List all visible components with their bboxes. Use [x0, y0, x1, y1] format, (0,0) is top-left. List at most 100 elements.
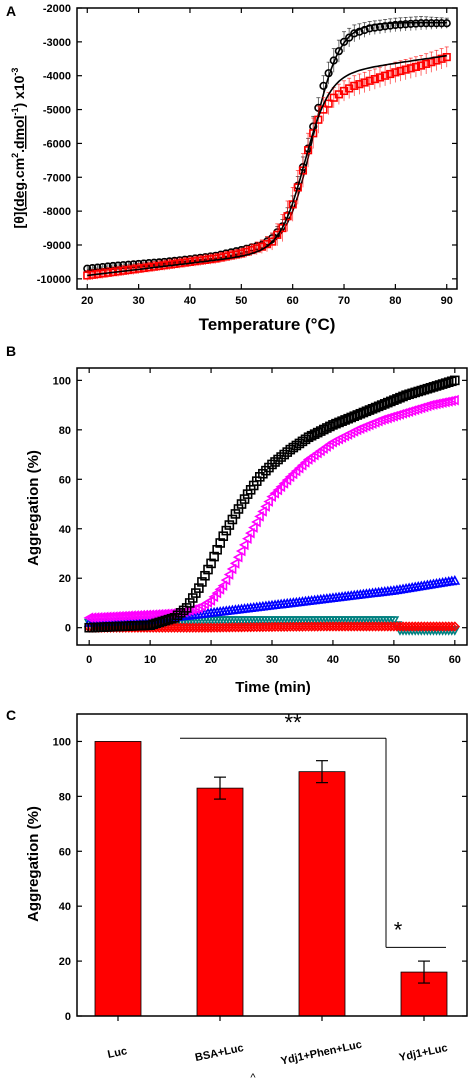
panel-b-point [318, 424, 329, 435]
panel-b-point [261, 465, 271, 476]
panel-b-point [446, 395, 456, 407]
panel-b-point [446, 621, 457, 632]
panel-c-category-label: BSA+Luc [194, 1042, 245, 1064]
panel-b-point [239, 494, 250, 504]
panel-a-point [268, 237, 277, 246]
panel-b-point [382, 397, 393, 408]
panel-a-x-tick-label: 80 [389, 295, 401, 307]
panel-b-point [187, 593, 198, 603]
panel-b-point [443, 377, 454, 388]
panel-b-point [331, 418, 341, 429]
significance-label: * [394, 917, 403, 942]
panel-b-y-tick-label: 100 [53, 375, 71, 387]
panel-c-ticks: 0 20 40 60 80 100 [53, 736, 467, 1023]
panel-b-point [276, 452, 286, 462]
panel-b-point [386, 396, 396, 407]
panel-a-point [350, 81, 359, 90]
panel-a-point [396, 66, 405, 76]
panel-a-y-tick-label: -8000 [43, 206, 71, 218]
panel-b-point [379, 399, 390, 409]
panel-a-y-tick-label: -5000 [43, 105, 71, 117]
panel-a-fit-line [87, 54, 447, 277]
panel-b-point [151, 618, 162, 629]
panel-b-point [203, 564, 213, 575]
panel-b-y-tick-label: 80 [59, 425, 71, 437]
panel-b-point [264, 462, 274, 473]
panel-b-point [212, 544, 222, 555]
panel-a-point [375, 73, 385, 82]
panel-b-point [449, 621, 460, 632]
panel-a-x-tick-label: 70 [338, 295, 350, 307]
panel-a-y-tick-label: -4000 [43, 71, 71, 83]
panel-b-point [306, 430, 317, 441]
panel-a-y-tick-label: -9000 [43, 240, 71, 252]
panel-b-point [376, 400, 387, 410]
panel-label-c: C [6, 707, 16, 723]
panel-b-point [200, 570, 210, 581]
panel-a-point [416, 61, 426, 70]
panel-a-point [391, 20, 400, 30]
panel-c-plot: Luc BSA+Luc Ydj1+Phen+Luc Ydj1+Luc*** [94, 710, 449, 1068]
panel-a-point [283, 212, 292, 221]
panel-b-point [449, 575, 461, 585]
panel-a-x-tick-label: 50 [235, 295, 247, 307]
panel-b-point [410, 387, 421, 398]
panel-b-point [266, 491, 277, 502]
panel-a-point [201, 255, 210, 264]
panel-b-point [309, 429, 320, 439]
panel-b-point [281, 474, 292, 486]
panel-b-frame [76, 367, 468, 646]
panel-b-x-tick-label: 50 [388, 654, 400, 666]
panel-b-point [431, 381, 442, 391]
panel-b-plot [83, 375, 461, 636]
panel-c-category-label: Ydj1+Luc [398, 1042, 449, 1064]
panel-a-y-tick-label: -2000 [43, 3, 71, 15]
panel-c-y-tick-label: 100 [53, 736, 71, 748]
panel-b-point [373, 401, 384, 412]
panel-b-point [163, 614, 174, 625]
panel-b-point [355, 408, 366, 419]
panel-label-b: B [6, 343, 16, 359]
panel-b-point [440, 378, 451, 388]
panel-b-point [388, 616, 400, 626]
panel-b-point [392, 394, 402, 404]
panel-b-point [235, 545, 246, 557]
panel-c-frame [76, 713, 468, 1017]
panel-b-point [169, 612, 180, 623]
bar [196, 787, 244, 1017]
panel-b-point [211, 587, 222, 599]
panel-a-fit-line [87, 21, 447, 272]
panel-b-point [145, 620, 155, 631]
panel-b-point [227, 514, 238, 525]
panel-b-point [449, 394, 459, 406]
panel-b-point [178, 605, 189, 616]
panel-a-point [196, 256, 205, 265]
panel-b-point [269, 487, 280, 499]
panel-b-y-label: Aggregation (%) [25, 450, 42, 566]
panel-b-point [255, 472, 265, 482]
panel-b-point [419, 384, 430, 395]
panel-a-point [365, 76, 374, 85]
panel-b-point [322, 423, 332, 433]
panel-b-point [214, 583, 225, 595]
panel-b-point [267, 459, 277, 470]
panel-a-point [324, 99, 333, 108]
panel-a-point [221, 252, 231, 261]
panel-b-point [343, 413, 353, 424]
panel-b-series-0 [84, 375, 460, 633]
panel-a-point [319, 81, 328, 90]
panel-a-point [278, 223, 287, 233]
panel-a-series-0 [83, 16, 451, 273]
panel-b-point [258, 468, 268, 479]
panel-b-point [157, 616, 168, 627]
panel-a-point [355, 80, 364, 89]
panel-b-point [364, 405, 375, 415]
panel-b-ticks: 0 20 40 60 80 100 0 10 20 30 40 50 60 [53, 368, 467, 666]
panel-c-category-label: Luc [107, 1045, 129, 1061]
panel-b-x-tick-label: 40 [327, 654, 339, 666]
panel-a-point [411, 19, 421, 28]
panel-b-point [303, 432, 314, 443]
panel-b-x-tick-label: 30 [266, 654, 278, 666]
panel-b-x-tick-label: 0 [86, 654, 92, 666]
